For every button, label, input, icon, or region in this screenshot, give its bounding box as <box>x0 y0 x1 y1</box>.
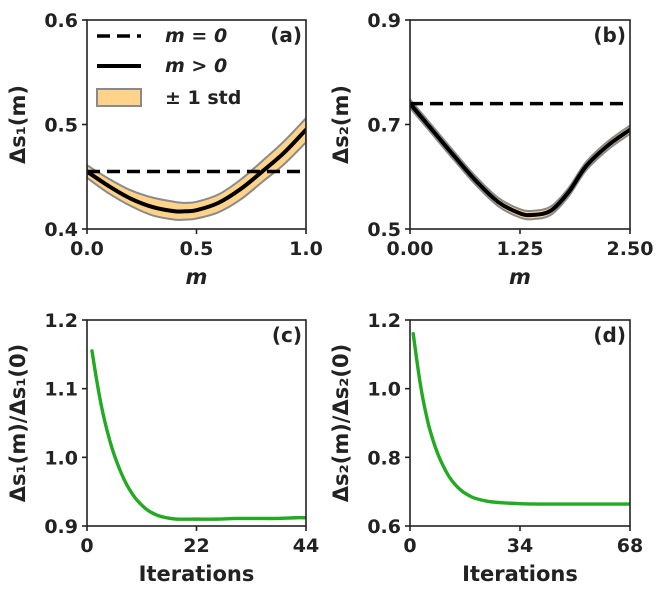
std-band <box>87 116 306 221</box>
x-tick-label: 34 <box>507 535 533 557</box>
panel-d: 0.6 0.8 1.0 1.2 0 34 68 (d) Iterations Δs₂(m)/Δs₂… <box>329 310 643 586</box>
y-tick-label: 0.6 <box>367 516 401 538</box>
x-tick-label: 68 <box>617 535 643 557</box>
x-axis-label: Iterations <box>462 562 578 586</box>
x-tick-label: 0 <box>403 535 416 557</box>
y-axis-label: Δs₁(m) <box>6 85 30 164</box>
legend-band-swatch <box>96 88 142 107</box>
legend: m = 0 m > 0 ± 1 std <box>96 25 241 109</box>
x-tick-label: 1.0 <box>289 238 323 260</box>
x-tick-label: 2.50 <box>607 238 654 260</box>
panel-label: (d) <box>593 323 626 347</box>
y-axis-label: Δs₂(m) <box>329 85 353 164</box>
convergence-line <box>411 332 630 506</box>
panel-a: 0.4 0.5 0.6 0.0 0.5 1.0 (a) m Δs₁(m) m = 0 m > 0 ± … <box>6 10 323 289</box>
x-tick-label: 0.5 <box>180 238 214 260</box>
panel-b: 0.5 0.7 0.9 0.00 1.25 2.50 (b) m Δs₂(m) <box>329 10 653 289</box>
x-axis-label: m <box>509 265 531 289</box>
x-tick-label: 44 <box>293 535 319 557</box>
legend-entry-label: ± 1 std <box>165 87 241 109</box>
plot-area <box>87 116 306 221</box>
legend-entry-label: m > 0 <box>165 55 227 77</box>
y-tick-label: 1.1 <box>44 379 78 401</box>
y-axis-label: Δs₂(m)/Δs₂(0) <box>329 344 353 502</box>
x-tick-label: 1.25 <box>497 238 544 260</box>
panel-label: (c) <box>272 323 302 347</box>
panel-label: (a) <box>270 23 302 47</box>
plot-area <box>411 332 630 506</box>
y-tick-label: 1.2 <box>44 310 78 332</box>
panel-label: (b) <box>593 23 626 47</box>
y-tick-label: 1.0 <box>44 447 78 469</box>
legend-entry-label: m = 0 <box>165 25 227 47</box>
x-tick-label: 0.0 <box>70 238 104 260</box>
y-tick-label: 0.4 <box>44 219 78 241</box>
axes-frame <box>409 319 631 527</box>
plot-area <box>410 97 630 221</box>
y-axis-label: Δs₁(m)/Δs₁(0) <box>6 344 30 502</box>
x-axis-label: m <box>186 265 208 289</box>
convergence-line <box>90 349 306 521</box>
plot-area <box>90 349 306 521</box>
y-tick-label: 0.6 <box>44 10 78 32</box>
axes-frame <box>409 19 631 230</box>
mean-curve-line <box>410 101 630 218</box>
std-band <box>410 97 630 221</box>
y-tick-label: 0.7 <box>367 115 401 137</box>
y-tick-label: 0.9 <box>367 10 401 32</box>
mean-curve-line <box>87 127 306 214</box>
panel-c: 0.9 1.0 1.1 1.2 0 22 44 (c) Iterations Δs₁(m)/Δs₁… <box>6 310 319 586</box>
axes-frame <box>86 319 307 527</box>
x-tick-label: 0 <box>80 535 93 557</box>
x-tick-label: 0.00 <box>387 238 434 260</box>
x-axis-label: Iterations <box>139 562 255 586</box>
y-tick-label: 1.0 <box>367 379 401 401</box>
y-tick-label: 0.5 <box>44 115 78 137</box>
y-tick-label: 0.5 <box>367 219 401 241</box>
y-tick-label: 1.2 <box>367 310 401 332</box>
y-tick-label: 0.9 <box>44 516 78 538</box>
y-tick-label: 0.8 <box>367 447 401 469</box>
x-tick-label: 22 <box>183 535 209 557</box>
